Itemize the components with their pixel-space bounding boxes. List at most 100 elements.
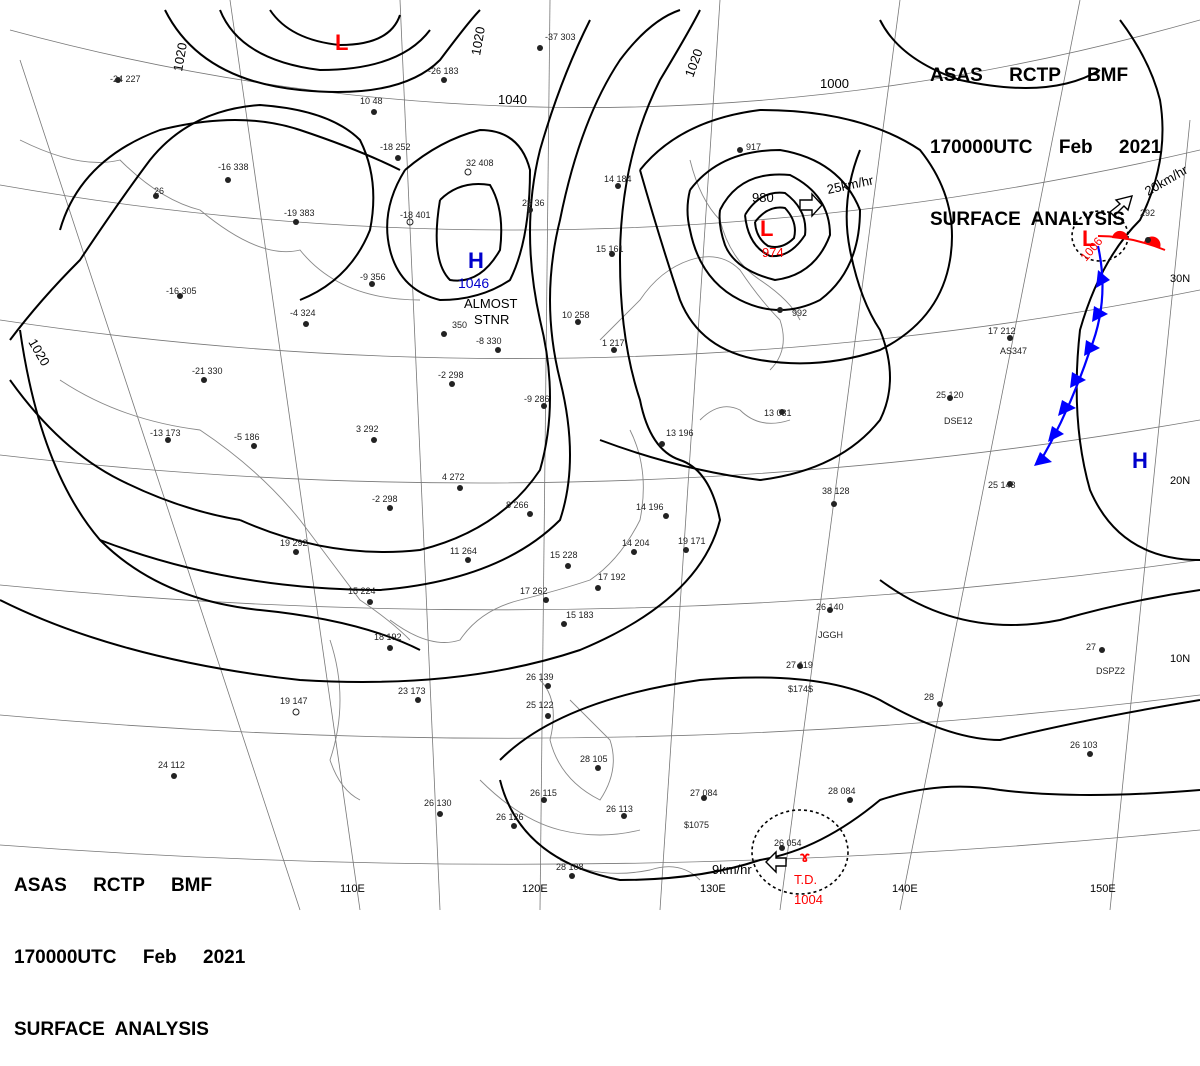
station-plot: 25 122 [526, 700, 554, 719]
td-pressure-value: 1004 [794, 892, 823, 907]
station-plot: 992 [777, 307, 807, 318]
motion-arrow-icon [765, 850, 787, 874]
svg-text:26 139: 26 139 [526, 672, 554, 682]
svg-text:3 292: 3 292 [356, 424, 379, 434]
svg-text:32 408: 32 408 [466, 158, 494, 168]
svg-text:917: 917 [746, 142, 761, 152]
header-title-line: SURFACE ANALYSIS [14, 1019, 209, 1040]
svg-text:25 120: 25 120 [936, 390, 964, 400]
high-pressure-value: 1046 [458, 275, 489, 291]
station-plot: 19 147 [280, 696, 308, 716]
header-time-line: 170000UTC Feb 2021 [14, 947, 246, 968]
svg-text:17 262: 17 262 [520, 586, 548, 596]
svg-text:-2 298: -2 298 [438, 370, 464, 380]
svg-text:17 212: 17 212 [988, 326, 1016, 336]
svg-text:26 113: 26 113 [606, 804, 633, 814]
ship-callsign: $174$ [788, 684, 813, 694]
station-plot: 26 103 [1070, 740, 1098, 757]
ship-callsign: AS347 [1000, 346, 1027, 356]
svg-text:-13 173: -13 173 [150, 428, 181, 438]
high-center-marker: H [468, 248, 484, 273]
station-plot: 28 108 [556, 862, 584, 879]
svg-text:15 228: 15 228 [550, 550, 578, 560]
isobars [0, 9, 1200, 895]
station-plot: 10 258 [562, 310, 590, 325]
svg-text:17 192: 17 192 [598, 572, 626, 582]
station-plot: 13 196 [659, 428, 694, 447]
station-plot: 15 183 [561, 610, 594, 627]
lat-label: 30N [1170, 273, 1190, 285]
station-plot: -4 324 [290, 308, 316, 327]
ship-callsign: $1075 [684, 820, 709, 830]
chart-header-top-right: ASAS RCTP BMF 170000UTC Feb 2021 SURFACE… [930, 16, 1161, 256]
svg-text:-21 330: -21 330 [192, 366, 223, 376]
station-plot: 28 [924, 692, 943, 707]
station-plot: -16 305 [166, 286, 197, 299]
svg-text:26 115: 26 115 [530, 788, 557, 798]
chart-header-bottom-left: ASAS RCTP BMF 170000UTC Feb 2021 SURFACE… [14, 826, 245, 1066]
station-plot: 15 224 [348, 586, 376, 605]
station-plot: 917 [737, 142, 761, 153]
isobar-label: 1020 [468, 25, 488, 56]
station-plot: 23 173 [398, 686, 426, 703]
svg-text:-18 252: -18 252 [380, 142, 411, 152]
isobar-label: 1000 [820, 76, 849, 91]
svg-text:15 161: 15 161 [596, 244, 624, 254]
station-plot: -26 183 [428, 66, 459, 83]
station-plot: 19 171 [678, 536, 706, 553]
station-plot: 13 031 [764, 408, 792, 418]
low-center-marker: L [760, 216, 773, 241]
station-plot: 18 192 [374, 632, 402, 651]
svg-text:-16 305: -16 305 [166, 286, 197, 296]
station-plot: -37 303 [537, 32, 576, 51]
motion-arrow-icon [1108, 195, 1134, 217]
svg-text:27 084: 27 084 [690, 788, 718, 798]
station-plot: 28 105 [580, 754, 608, 771]
motion-note: ALMOST [464, 296, 518, 311]
station-plot: -21 330 [192, 366, 223, 383]
weather-map: 1020 1020 1020 1040 1000 980 1020 110E 1… [0, 0, 1200, 911]
svg-text:-4 324: -4 324 [290, 308, 316, 318]
header-time-line: 170000UTC Feb 2021 [930, 137, 1162, 158]
svg-text:-26 183: -26 183 [428, 66, 459, 76]
station-plot: 27 084 [690, 788, 718, 801]
station-plot: 15 161 [596, 244, 624, 257]
station-plot: 25 120 [936, 390, 964, 401]
svg-text:14 196: 14 196 [636, 502, 664, 512]
lon-label: 140E [892, 883, 918, 895]
station-plot: 350 [441, 320, 467, 337]
station-plot: 17 192 [595, 572, 626, 591]
ship-callsign: JGGH [818, 630, 843, 640]
ship-callsign: DSE12 [944, 416, 973, 426]
svg-text:-24 227: -24 227 [110, 74, 141, 84]
svg-text:26 130: 26 130 [424, 798, 452, 808]
station-plot: -2 298 [438, 370, 464, 387]
svg-text:292: 292 [1140, 208, 1155, 218]
station-plot: 25 143 [988, 480, 1016, 490]
svg-text:26 054: 26 054 [774, 838, 802, 848]
coastlines [19, 139, 801, 881]
station-plot: -24 227 [110, 74, 141, 84]
svg-text:1 217: 1 217 [602, 338, 625, 348]
svg-text:27 119: 27 119 [786, 660, 813, 670]
svg-text:10 48: 10 48 [360, 96, 383, 106]
svg-text:350: 350 [452, 320, 467, 330]
svg-text:13 031: 13 031 [764, 408, 792, 418]
station-plot: 27 119 [786, 660, 813, 670]
motion-note: STNR [474, 312, 509, 327]
svg-text:19 292: 19 292 [280, 538, 308, 548]
isobar-label: 980 [752, 190, 774, 205]
station-plot: 19 292 [280, 538, 308, 555]
station-plot: 3 292 [356, 424, 379, 443]
station-plots: -37 303 -26 183 -24 227 10 48 -18 252 32… [110, 32, 1155, 879]
station-plot: -9 286 [524, 394, 550, 409]
svg-text:992: 992 [792, 308, 807, 318]
svg-text:28 108: 28 108 [556, 862, 584, 872]
svg-text:8 266: 8 266 [506, 500, 529, 510]
station-plot: 26 130 [424, 798, 452, 817]
svg-text:-9 356: -9 356 [360, 272, 386, 282]
ship-callsign: DSPZ2 [1096, 666, 1125, 676]
svg-text:26 140: 26 140 [816, 602, 844, 612]
station-plot: -18 401 [400, 210, 431, 226]
svg-text:28: 28 [924, 692, 934, 702]
